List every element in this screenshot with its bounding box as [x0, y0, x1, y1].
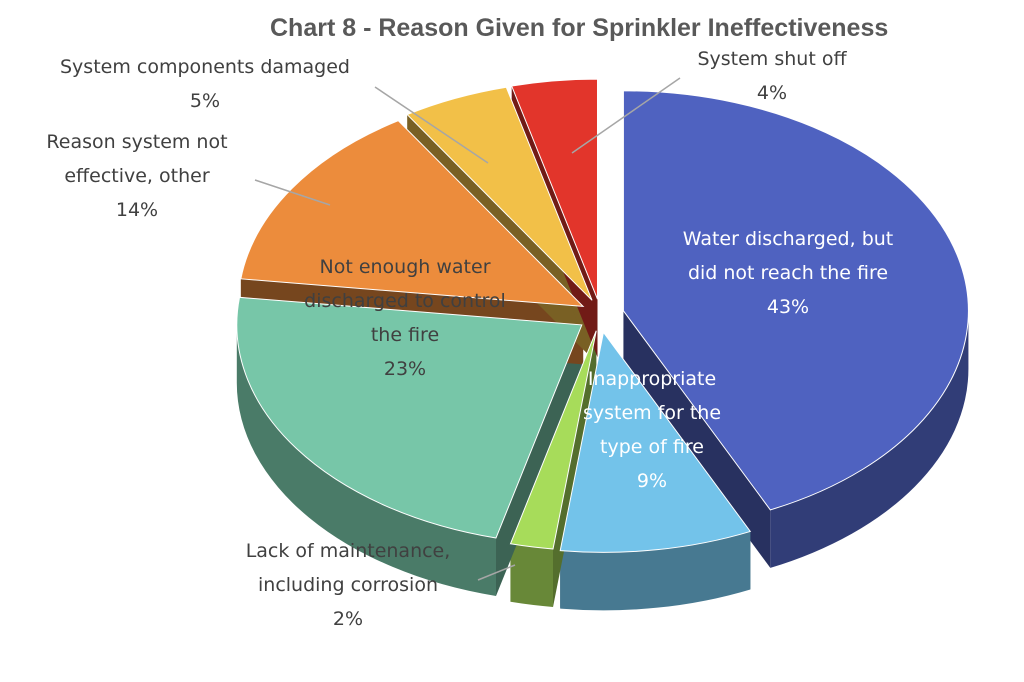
slice-label-line: discharged to control [304, 290, 506, 312]
pie-slice [509, 330, 597, 550]
pie-slice-side [560, 531, 751, 611]
slice-percent-label: 4% [757, 82, 787, 104]
slice-label-line: type of fire [600, 436, 704, 458]
slice-label: Not enough water discharged to control the… [304, 256, 506, 380]
pie-slice-side [770, 310, 969, 568]
pie-tops [236, 78, 969, 553]
pie-slice-side [236, 324, 497, 596]
slice-label-line: System components damaged [60, 56, 350, 78]
slice-percent-label: 14% [116, 199, 158, 221]
pie-slice [510, 78, 598, 300]
slice-label-line: the fire [371, 324, 439, 346]
slice-label: System shut off 4% [697, 48, 847, 104]
pie-labels: Water discharged, but did not reach the f… [46, 48, 893, 630]
leader-line [571, 77, 681, 154]
slice-label-line: Water discharged, but [683, 228, 894, 250]
slice-percent-label: 5% [190, 90, 220, 112]
slice-label-line: effective, other [64, 165, 209, 187]
slice-percent-label: 2% [333, 608, 363, 630]
pie-slice-side [510, 543, 554, 607]
slice-label-line: System shut off [697, 48, 847, 70]
slice-label-line: did not reach the fire [688, 262, 888, 284]
slice-label-line: system for the [583, 402, 721, 424]
slice-percent-label: 9% [637, 470, 667, 492]
pie-slice [559, 331, 752, 553]
slice-percent-label: 23% [384, 358, 426, 380]
pie-slice [236, 296, 583, 539]
slice-percent-label: 43% [767, 296, 809, 318]
slice-label-line: Inappropriate [588, 368, 716, 390]
leader-line [477, 564, 516, 581]
slice-label: System components damaged 5% [60, 56, 350, 112]
leader-line [254, 179, 331, 206]
pie-slice [240, 120, 585, 308]
slice-label-line: Not enough water [320, 256, 491, 278]
pie-slice-wall [623, 310, 771, 568]
slice-label: Water discharged, but did not reach the f… [683, 228, 894, 318]
pie-slice [622, 90, 969, 511]
slice-label-line: including corrosion [258, 574, 438, 596]
leader-line [374, 86, 489, 164]
slice-label: Inappropriate system for the type of fire 9… [583, 368, 721, 492]
slice-label-line: Reason system not [46, 131, 227, 153]
slice-label-line: Lack of maintenance, [246, 540, 451, 562]
chart-title: Chart 8 - Reason Given for Sprinkler Ine… [270, 14, 889, 42]
slice-label: Lack of maintenance, including corrosion 2… [246, 540, 451, 630]
slice-label: Reason system not effective, other 14% [46, 131, 227, 221]
